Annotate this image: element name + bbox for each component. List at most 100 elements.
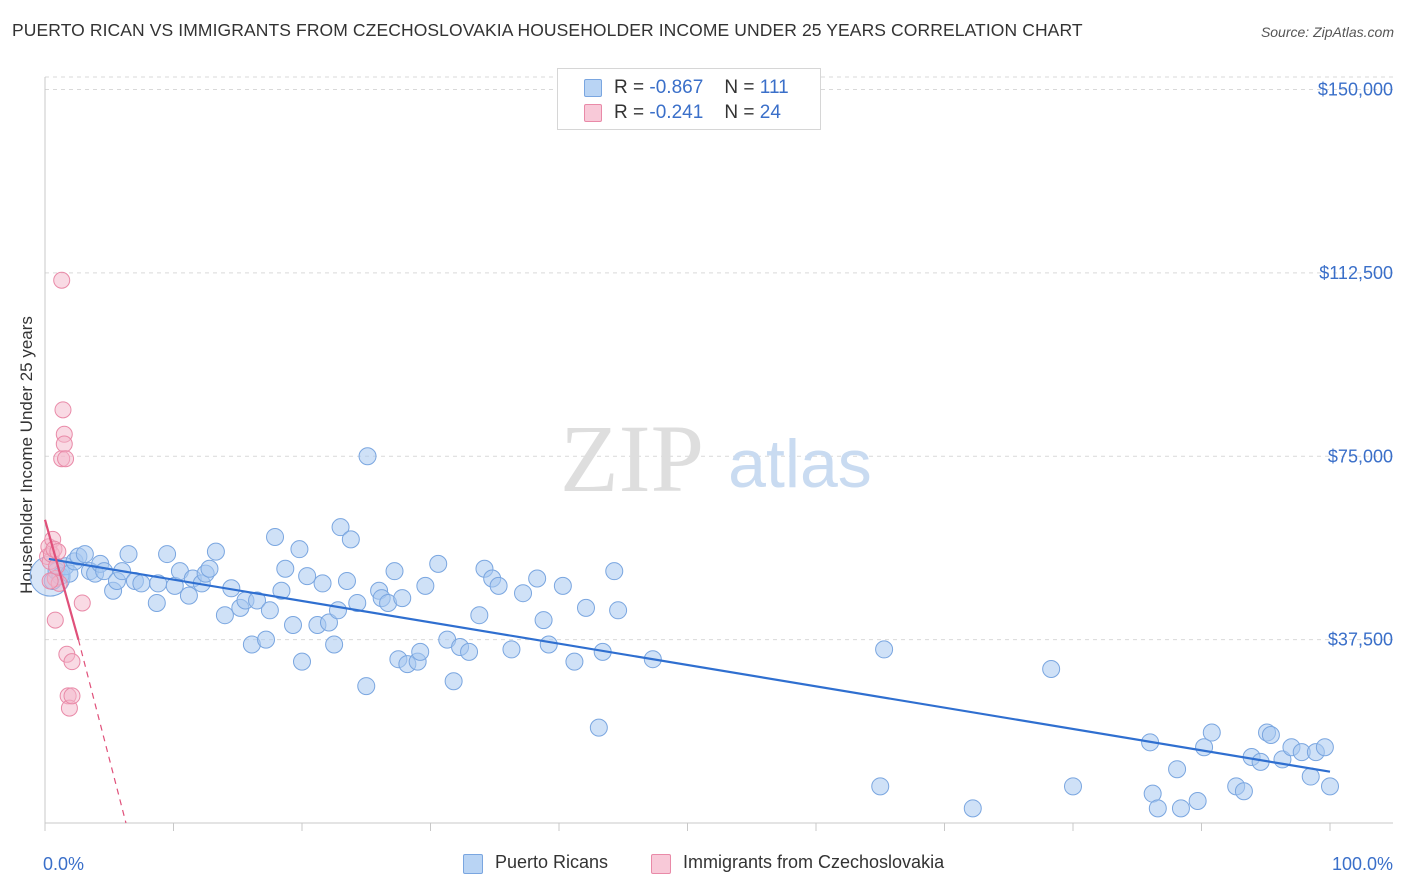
data-point (313, 574, 332, 593)
data-point (147, 593, 166, 612)
y-tick-label: $75,000 (1328, 446, 1393, 466)
series-legend: Puerto Ricans Immigrants from Czechoslov… (0, 852, 1406, 876)
data-point (57, 450, 75, 468)
data-point (272, 581, 291, 600)
y-tick-label: $112,500 (1319, 263, 1393, 283)
data-point (54, 401, 72, 419)
legend-swatch-blue (584, 79, 602, 97)
data-point (53, 271, 71, 289)
data-point (331, 518, 350, 537)
data-point (290, 540, 309, 559)
data-point (1171, 799, 1190, 818)
data-point (55, 435, 73, 453)
data-point (502, 640, 521, 659)
trend-lines (43, 519, 1331, 824)
data-point (1202, 723, 1221, 742)
data-point (871, 777, 890, 796)
data-point (539, 635, 558, 654)
y-axis-title: Householder Income Under 25 years (17, 316, 36, 594)
data-point (266, 527, 285, 546)
data-point (260, 601, 279, 620)
watermark: ZIP atlas (560, 405, 872, 512)
r-value: -0.867 (649, 77, 704, 98)
data-point (215, 606, 234, 625)
data-point (298, 567, 317, 586)
trend-line-puerto-ricans (48, 557, 1331, 773)
data-point (75, 545, 94, 564)
data-point (337, 571, 356, 590)
data-point (1188, 791, 1207, 810)
data-point (429, 554, 448, 573)
data-point (119, 545, 138, 564)
data-point (385, 562, 404, 581)
x-tick-label-max: 100.0% (1332, 854, 1393, 874)
y-tick-labels: $37,500 $75,000 $112,500 $150,000 (1318, 80, 1393, 650)
legend-label: Immigrants from Czechoslovakia (683, 852, 945, 872)
data-point (411, 642, 430, 661)
data-point (341, 530, 360, 549)
data-point (1042, 659, 1061, 678)
data-point (284, 615, 303, 634)
data-point (158, 545, 177, 564)
data-point (325, 635, 344, 654)
legend-swatch-pink (584, 104, 602, 122)
data-point (200, 559, 219, 578)
data-point (1261, 725, 1280, 744)
data-point (73, 594, 91, 612)
data-point (1321, 777, 1339, 796)
watermark-zip: ZIP (560, 405, 704, 512)
data-point (963, 799, 982, 818)
data-point (1234, 782, 1253, 801)
data-point (206, 542, 225, 561)
data-point (528, 569, 547, 588)
series-immigrants-czechoslovakia (39, 271, 91, 717)
data-point (444, 672, 463, 691)
data-point (348, 593, 367, 612)
data-point (63, 687, 81, 705)
data-point (534, 611, 553, 630)
data-point (358, 447, 377, 466)
y-tick-label: $37,500 (1328, 630, 1393, 650)
source-label: Source: ZipAtlas.com (1260, 24, 1394, 40)
data-point (875, 640, 894, 659)
data-point (589, 718, 608, 737)
data-point (609, 601, 628, 620)
trend-line-czechoslovakia-extension (77, 639, 127, 824)
data-point (276, 559, 295, 578)
data-point (576, 598, 595, 617)
data-point (319, 613, 338, 632)
chart-title: PUERTO RICAN VS IMMIGRANTS FROM CZECHOSL… (12, 20, 1083, 40)
data-point (565, 652, 584, 671)
data-point (1315, 738, 1334, 757)
data-point (489, 576, 508, 595)
data-point (605, 562, 624, 581)
r-label: R = (614, 77, 645, 98)
data-point (460, 642, 479, 661)
data-point (393, 589, 412, 608)
data-point (553, 576, 572, 595)
n-label: N = (724, 77, 755, 98)
series-puerto-ricans (29, 447, 1339, 818)
x-tick-labels: 0.0% 100.0% (43, 854, 1393, 874)
r-label: R = (614, 102, 645, 123)
y-tick-label: $150,000 (1318, 80, 1393, 100)
data-point (416, 576, 435, 595)
data-point (132, 574, 151, 593)
legend-swatch-pink (651, 854, 671, 874)
trend-line-czechoslovakia (43, 519, 80, 640)
data-point (248, 591, 267, 610)
data-point (46, 611, 64, 629)
r-value: -0.241 (649, 102, 704, 123)
legend-label: Puerto Ricans (495, 852, 609, 872)
axes (44, 77, 1393, 831)
n-value: 111 (759, 77, 789, 98)
data-point (328, 601, 347, 620)
data-point (1301, 767, 1320, 786)
data-point (1168, 760, 1187, 779)
watermark-atlas: atlas (728, 426, 872, 502)
data-point (470, 606, 489, 625)
n-label: N = (724, 102, 755, 123)
x-tick-label-min: 0.0% (43, 854, 84, 874)
correlation-legend: R = -0.867 N = 111 R = -0.241 N = 24 (557, 68, 821, 130)
